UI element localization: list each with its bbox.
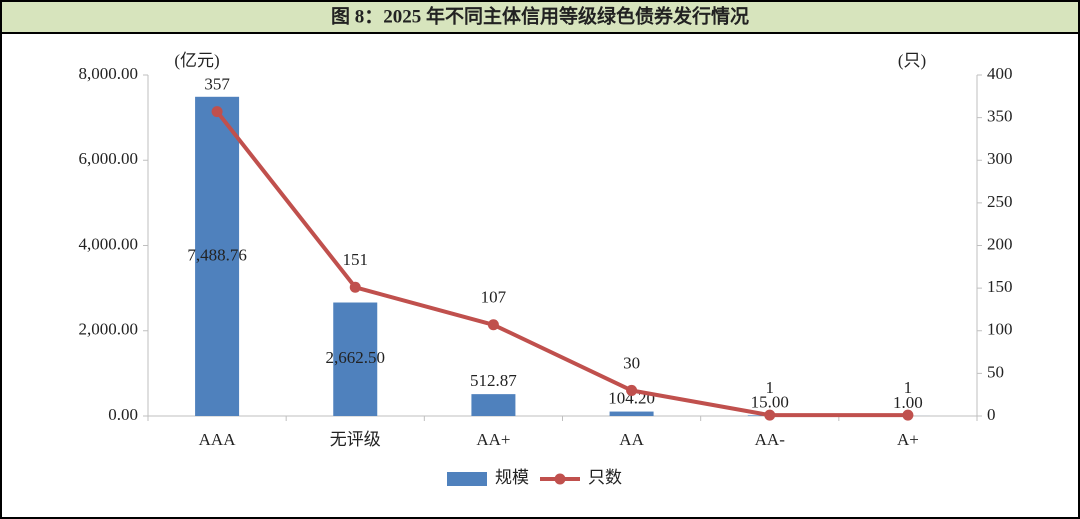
x-tick-label: 无评级 <box>330 430 381 449</box>
y2-tick-label: 50 <box>987 362 1004 381</box>
line-value-label: 357 <box>204 75 230 94</box>
bar-value-label: 1.00 <box>893 393 923 412</box>
line-value-label: 107 <box>481 288 507 307</box>
x-tick-label: AA <box>619 430 644 449</box>
x-tick-label: AA+ <box>476 430 510 449</box>
y2-tick-label: 150 <box>987 277 1013 296</box>
y-unit-label: (亿元) <box>174 51 219 70</box>
y-tick-label: 4,000.00 <box>79 234 139 253</box>
line-value-label: 1 <box>766 378 775 397</box>
title-band <box>0 0 1080 34</box>
y2-tick-label: 350 <box>987 107 1013 126</box>
y2-tick-label: 200 <box>987 234 1013 253</box>
y-tick-label: 0.00 <box>108 405 138 424</box>
line-marker <box>487 319 499 331</box>
line-marker <box>902 409 914 421</box>
bar <box>333 302 378 416</box>
legend-label: 只数 <box>588 468 622 487</box>
y2-tick-label: 0 <box>987 405 996 424</box>
y2-tick-label: 100 <box>987 320 1013 339</box>
line-marker <box>211 106 223 118</box>
bar <box>609 411 654 416</box>
y2-tick-label: 250 <box>987 192 1013 211</box>
x-tick-label: AA- <box>755 430 786 449</box>
bar <box>471 394 516 416</box>
legend-swatch <box>554 473 566 485</box>
line-marker <box>349 281 361 293</box>
y2-tick-label: 300 <box>987 149 1013 168</box>
line-value-label: 1 <box>904 378 913 397</box>
y-tick-label: 8,000.00 <box>79 64 139 83</box>
line-marker <box>626 384 638 396</box>
bar-value-label: 15.00 <box>751 392 789 411</box>
y-tick-label: 2,000.00 <box>79 320 139 339</box>
y2-tick-label: 400 <box>987 64 1013 83</box>
legend-swatch <box>447 472 487 486</box>
x-tick-label: A+ <box>897 430 919 449</box>
y-tick-label: 6,000.00 <box>79 149 139 168</box>
x-tick-label: AAA <box>199 430 237 449</box>
bar <box>195 96 240 417</box>
legend-label: 规模 <box>495 468 529 487</box>
line <box>215 110 908 418</box>
chart-title: 图 8：2025 年不同主体信用等级绿色债券发行情况 <box>331 4 749 27</box>
bar-value-label: 512.87 <box>470 371 517 390</box>
line-value-label: 151 <box>343 250 369 269</box>
line-value-label: 30 <box>623 353 640 372</box>
bar-value-label: 2,662.50 <box>326 348 386 367</box>
bar-value-label: 7,488.76 <box>187 245 247 264</box>
y2-unit-label: (只) <box>898 51 926 70</box>
line-marker <box>764 409 776 421</box>
